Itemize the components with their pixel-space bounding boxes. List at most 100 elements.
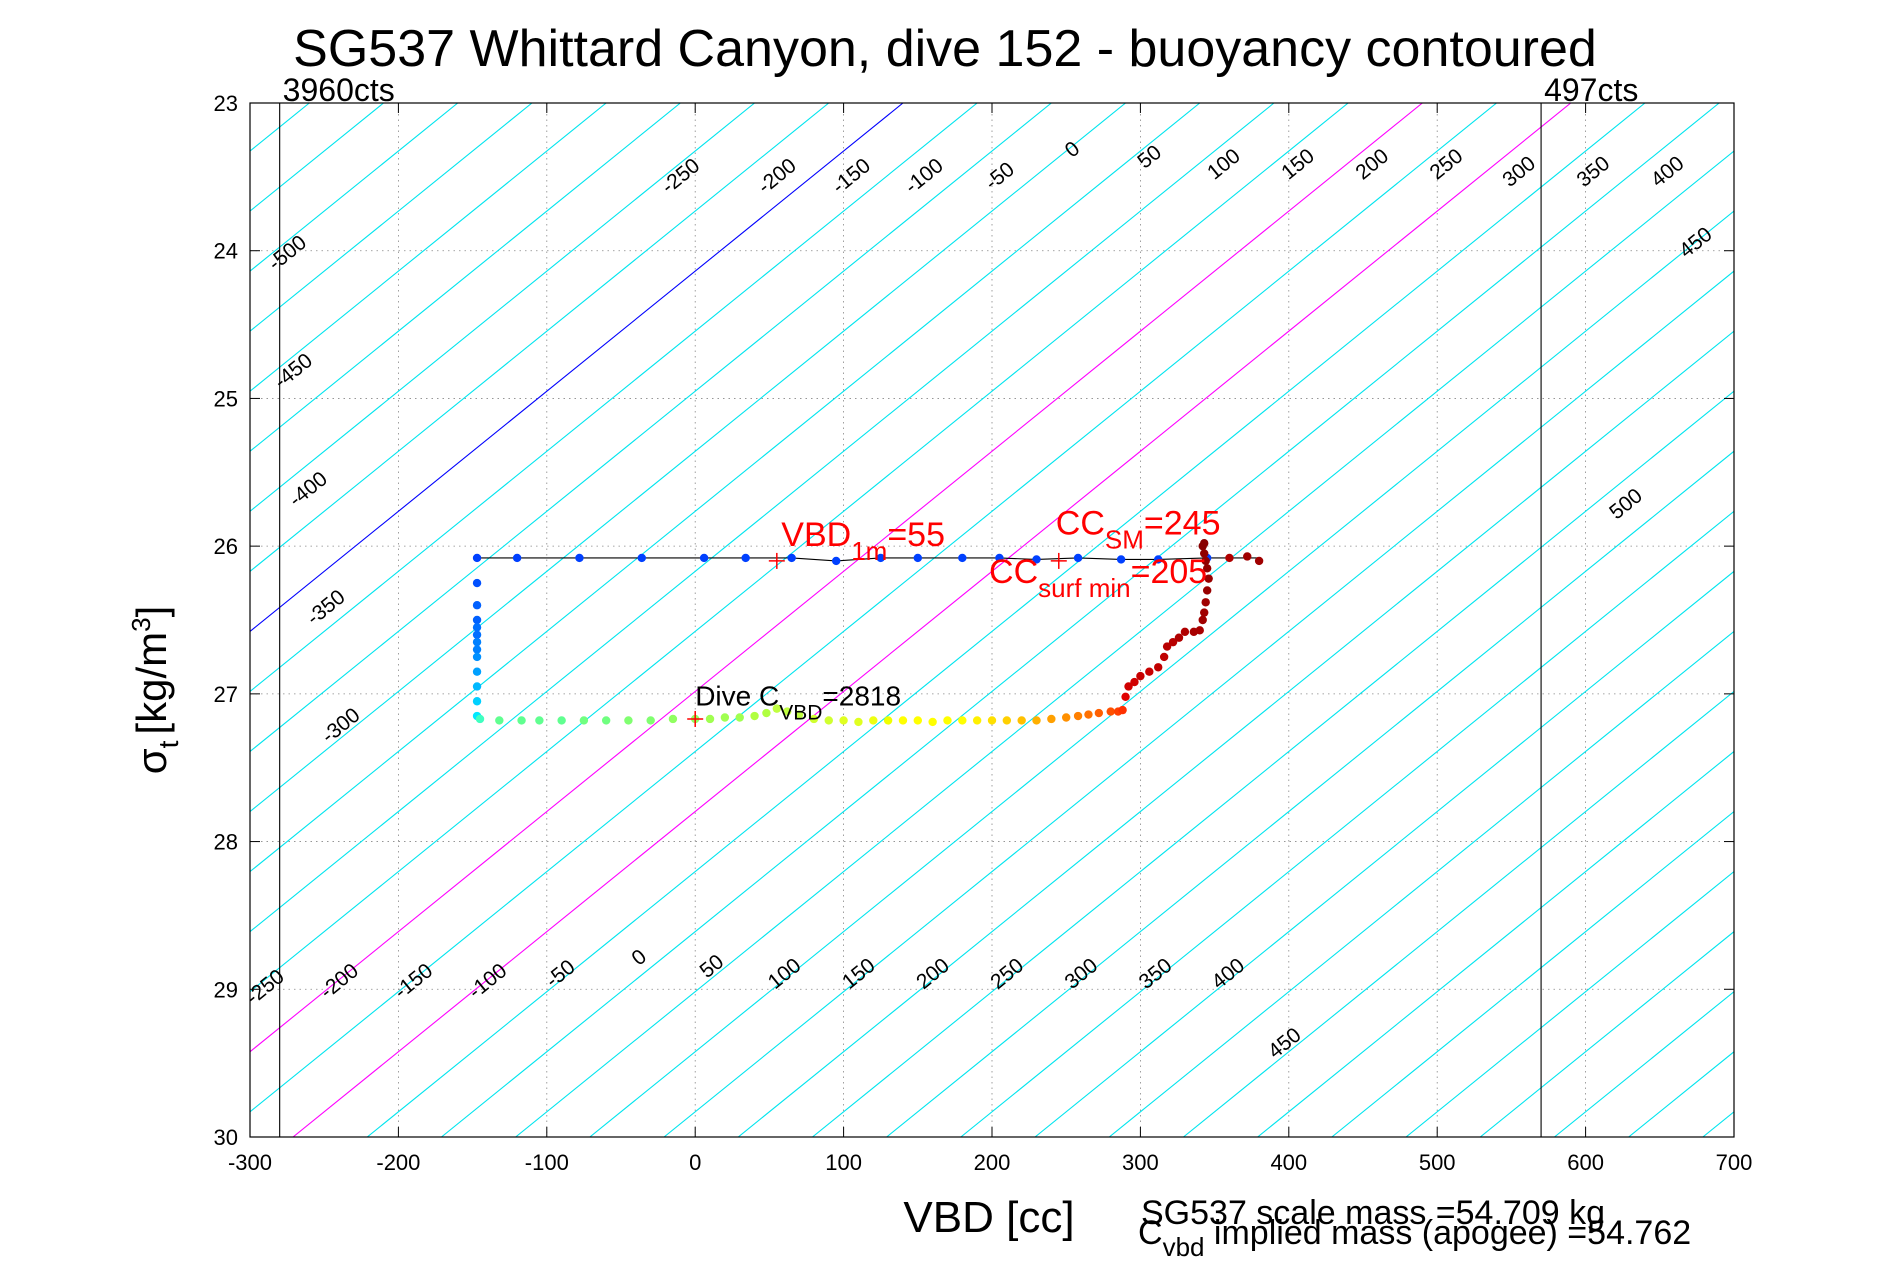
data-series: [472, 538, 1264, 727]
data-point: [472, 601, 482, 610]
data-point: [1154, 555, 1163, 564]
vbd-limit-label: 3960cts: [283, 72, 395, 108]
contour-line: [250, 103, 1497, 1113]
y-tick-label: 23: [214, 91, 238, 116]
data-point: [624, 716, 633, 725]
data-point: [475, 714, 485, 724]
contour-line: [250, 103, 978, 693]
data-point: [472, 645, 482, 654]
grid: [250, 103, 1734, 1137]
contour-line: [250, 103, 1052, 753]
annotation-tail: =245: [1144, 504, 1221, 542]
data-point: [472, 630, 482, 639]
x-tick-label: -200: [376, 1150, 420, 1175]
data-point: [495, 716, 504, 725]
contour-line: [1331, 810, 1734, 1137]
data-point: [699, 553, 709, 563]
data-point: [1201, 598, 1210, 607]
contour-line: [250, 103, 755, 513]
data-point: [1121, 692, 1130, 702]
data-point: [575, 553, 584, 563]
contour-line: [250, 103, 607, 392]
y-tick-label: 25: [214, 386, 238, 411]
data-point: [472, 553, 482, 563]
annotation-tail: =2818: [822, 681, 901, 712]
data-point: [735, 713, 744, 722]
data-point: [1002, 716, 1012, 725]
data-point: [1130, 677, 1139, 687]
annotation-sub: VBD: [779, 702, 822, 725]
axis-ticks: -300 -200 -100 0 100 200 300 400 500 600 700 23 24 25…: [214, 91, 1753, 1175]
y-axis-label-unit: [kg/m: [128, 632, 175, 735]
contour-line: [441, 103, 1720, 1137]
annotation-tail: =205: [1131, 553, 1208, 591]
data-point: [1202, 586, 1212, 595]
annotation-sub: 1m: [851, 536, 887, 566]
data-point: [1084, 710, 1093, 719]
data-point: [1168, 637, 1178, 647]
contour-line: [366, 103, 1646, 1137]
data-point: [762, 708, 771, 718]
data-point: [557, 716, 566, 725]
data-point: [1124, 682, 1133, 691]
x-tick-label: 100: [825, 1150, 862, 1175]
data-point: [1062, 713, 1071, 722]
contour-line: [250, 103, 1349, 993]
data-point: [1073, 711, 1083, 721]
footer-implied-mass-main: C: [1138, 1214, 1163, 1252]
data-point: [1225, 553, 1234, 563]
chart-title: SG537 Whittard Canyon, dive 152 - buoyan…: [293, 20, 1597, 78]
y-axis-label-main: σ: [128, 748, 175, 774]
x-tick-label: 300: [1122, 1150, 1159, 1175]
data-point: [876, 553, 885, 563]
data-point: [839, 716, 848, 725]
annotation-main: Dive C: [695, 681, 779, 712]
markers: [687, 552, 1067, 727]
data-point: [854, 717, 863, 727]
data-point: [741, 553, 750, 563]
data-point: [809, 714, 819, 724]
data-point: [913, 553, 922, 563]
contour-line: [250, 103, 1275, 933]
data-point: [1200, 538, 1209, 548]
x-tick-label: 0: [689, 1150, 701, 1175]
data-point: [472, 667, 482, 676]
data-point: [720, 713, 730, 722]
x-tick-label: 700: [1716, 1150, 1753, 1175]
data-point: [472, 652, 482, 662]
y-tick-label: 30: [214, 1125, 238, 1150]
contour-line: [1405, 870, 1734, 1137]
data-point: [869, 716, 878, 725]
data-point: [1032, 716, 1041, 725]
data-point: [472, 623, 482, 632]
svg-text:σt[kg/m3]: σt [kg/m3]: [126, 606, 184, 775]
data-point: [1254, 556, 1264, 566]
x-tick-label: 600: [1567, 1150, 1604, 1175]
buoyancy-contours: [250, 103, 1734, 1137]
data-point: [1017, 716, 1026, 725]
data-point: [1159, 652, 1169, 662]
contour-line: [1108, 630, 1734, 1137]
data-point: [535, 716, 544, 725]
footer-text: SG537 scale mass =54.709 kg Cvbd implied…: [1138, 1194, 1691, 1262]
y-axis-label: σt [kg/m3]: [126, 606, 184, 775]
contour-line: [250, 103, 1423, 1053]
data-point: [943, 716, 952, 725]
data-point: [1162, 642, 1172, 651]
data-point: [987, 716, 997, 725]
contour-line: [589, 210, 1734, 1137]
data-point: [794, 710, 804, 719]
contour-line: [515, 150, 1734, 1137]
data-point: [1116, 555, 1126, 564]
data-point: [1195, 626, 1204, 635]
vbd-limit-label: 497cts: [1544, 72, 1638, 108]
contour-line: [1257, 750, 1734, 1137]
annotation-sub: SM: [1105, 524, 1144, 554]
data-point: [1118, 705, 1127, 715]
x-tick-label: 500: [1419, 1150, 1456, 1175]
footer-implied-mass: Cvbd implied mass (apogee) =54.762: [1138, 1214, 1691, 1262]
data-point: [1200, 608, 1209, 617]
data-point: [517, 716, 526, 725]
